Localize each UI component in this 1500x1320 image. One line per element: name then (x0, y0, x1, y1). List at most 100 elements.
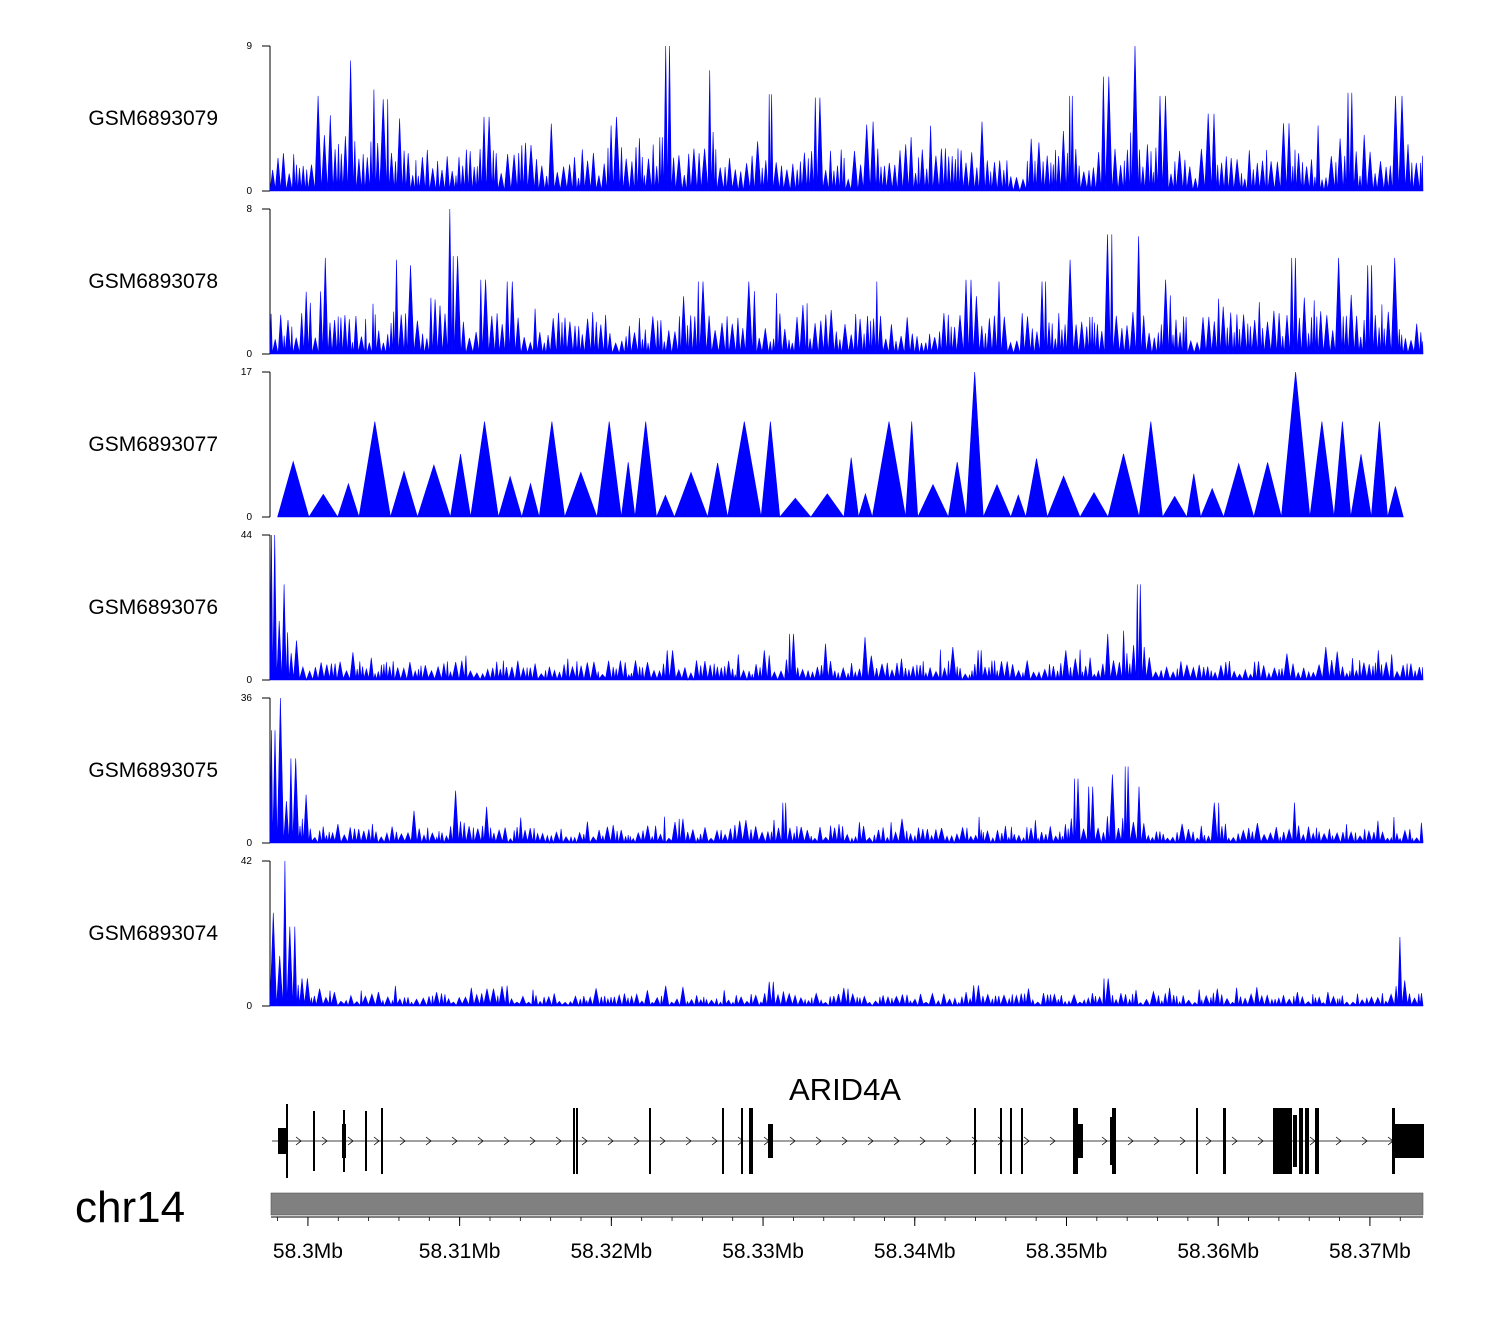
gene-exon (1293, 1115, 1297, 1167)
axis-tick-label: 58.31Mb (419, 1240, 501, 1263)
track-GSM6893076: GSM6893076 44 0 (88, 530, 1424, 686)
gene-exon (1073, 1108, 1078, 1174)
y-axis-min-label: 0 (246, 675, 252, 686)
strand-chevron (971, 1136, 978, 1146)
strand-chevron (1049, 1136, 1056, 1146)
strand-chevron (607, 1136, 614, 1146)
coverage-area (269, 208, 1424, 355)
gene-exon (573, 1108, 575, 1174)
strand-chevron (1023, 1136, 1030, 1146)
gene-exon (741, 1108, 743, 1174)
strand-chevron (1153, 1136, 1160, 1146)
coverage-area (269, 45, 1424, 193)
track-label: GSM6893076 (88, 596, 218, 619)
axis-tick-label: 58.36Mb (1177, 1240, 1259, 1263)
gene-label: ARID4A (789, 1072, 901, 1107)
gene-exon (1315, 1108, 1319, 1174)
gene-exon (343, 1110, 345, 1172)
strand-chevron (633, 1136, 640, 1146)
coverage-area (269, 860, 1424, 1008)
strand-chevron (997, 1136, 1004, 1146)
gene-exon (1077, 1124, 1083, 1158)
axis-tick-label: 58.33Mb (722, 1240, 804, 1263)
y-axis-min-label: 0 (246, 512, 252, 523)
track-label: GSM6893078 (88, 270, 218, 293)
strand-chevron (581, 1136, 588, 1146)
coverage-tracks: GSM689307990GSM689307880GSM6893077170GSM… (88, 41, 1424, 1012)
strand-chevron (685, 1136, 692, 1146)
gene-exon (278, 1128, 288, 1154)
track-GSM6893078: GSM6893078 8 0 (88, 204, 1424, 360)
chromosome-ideogram: chr14 (75, 1183, 1424, 1232)
axis-tick-label: 58.34Mb (874, 1240, 956, 1263)
gene-exon (1010, 1108, 1012, 1174)
strand-chevron (295, 1136, 302, 1146)
track-label: GSM6893075 (88, 759, 218, 782)
gene-exon (286, 1104, 288, 1178)
strand-chevron (451, 1136, 458, 1146)
gene-exon (1273, 1108, 1292, 1174)
gene-exon (1110, 1117, 1112, 1165)
y-axis-max-label: 17 (241, 367, 253, 378)
gene-exon (974, 1108, 976, 1174)
axis-tick-label: 58.35Mb (1026, 1240, 1108, 1263)
strand-chevron (373, 1136, 380, 1146)
gene-exon (576, 1108, 578, 1174)
gene-exon (365, 1111, 367, 1171)
gene-exon (649, 1108, 651, 1174)
gene-exon (1021, 1108, 1023, 1174)
strand-chevron (945, 1136, 952, 1146)
strand-chevron (1127, 1136, 1134, 1146)
strand-chevron (477, 1136, 484, 1146)
track-GSM6893075: GSM6893075 36 0 (88, 693, 1424, 849)
gene-exon (1000, 1108, 1002, 1174)
gene-exon (1112, 1108, 1116, 1174)
axis-tick-label: 58.32Mb (570, 1240, 652, 1263)
gene-exon (722, 1108, 724, 1174)
strand-chevron (1335, 1136, 1342, 1146)
strand-chevron (1179, 1136, 1186, 1146)
coverage-area (269, 534, 1424, 682)
y-axis-max-label: 8 (246, 204, 252, 215)
gene-exon (768, 1124, 773, 1158)
strand-chevron (1361, 1136, 1368, 1146)
track-label: GSM6893074 (88, 922, 218, 945)
coverage-area (277, 371, 1404, 519)
strand-chevron (1231, 1136, 1238, 1146)
y-axis-max-label: 36 (241, 693, 253, 704)
strand-chevron (555, 1136, 562, 1146)
y-axis-min-label: 0 (246, 838, 252, 849)
strand-chevron (1205, 1136, 1212, 1146)
gene-exon (1223, 1108, 1226, 1174)
strand-chevron (659, 1136, 666, 1146)
gene-exon (749, 1108, 753, 1174)
strand-chevron (347, 1136, 354, 1146)
y-axis-min-label: 0 (246, 349, 252, 360)
strand-chevron (789, 1136, 796, 1146)
gene-track: ARID4A (272, 1072, 1424, 1178)
strand-chevron (1257, 1136, 1264, 1146)
gene-exon (1392, 1108, 1395, 1174)
y-axis-min-label: 0 (246, 186, 252, 197)
strand-chevron (529, 1136, 536, 1146)
axis-tick-label: 58.37Mb (1329, 1240, 1411, 1263)
gene-exon (1196, 1108, 1198, 1174)
strand-chevron (893, 1136, 900, 1146)
strand-chevron (711, 1136, 718, 1146)
strand-chevron (321, 1136, 328, 1146)
strand-chevron (841, 1136, 848, 1146)
track-GSM6893077: GSM6893077 17 0 (88, 367, 1404, 523)
chromosome-label: chr14 (75, 1183, 185, 1232)
strand-chevron (503, 1136, 510, 1146)
track-label: GSM6893079 (88, 107, 218, 130)
track-GSM6893074: GSM6893074 42 0 (88, 856, 1424, 1012)
axis-tick-label: 58.3Mb (273, 1240, 343, 1263)
y-axis-min-label: 0 (246, 1001, 252, 1012)
gene-exon (381, 1108, 383, 1174)
strand-chevron (867, 1136, 874, 1146)
strand-chevron (1101, 1136, 1108, 1146)
y-axis-max-label: 9 (246, 41, 252, 52)
strand-chevron (919, 1136, 926, 1146)
y-axis-max-label: 42 (241, 856, 253, 867)
coverage-area (269, 697, 1424, 845)
